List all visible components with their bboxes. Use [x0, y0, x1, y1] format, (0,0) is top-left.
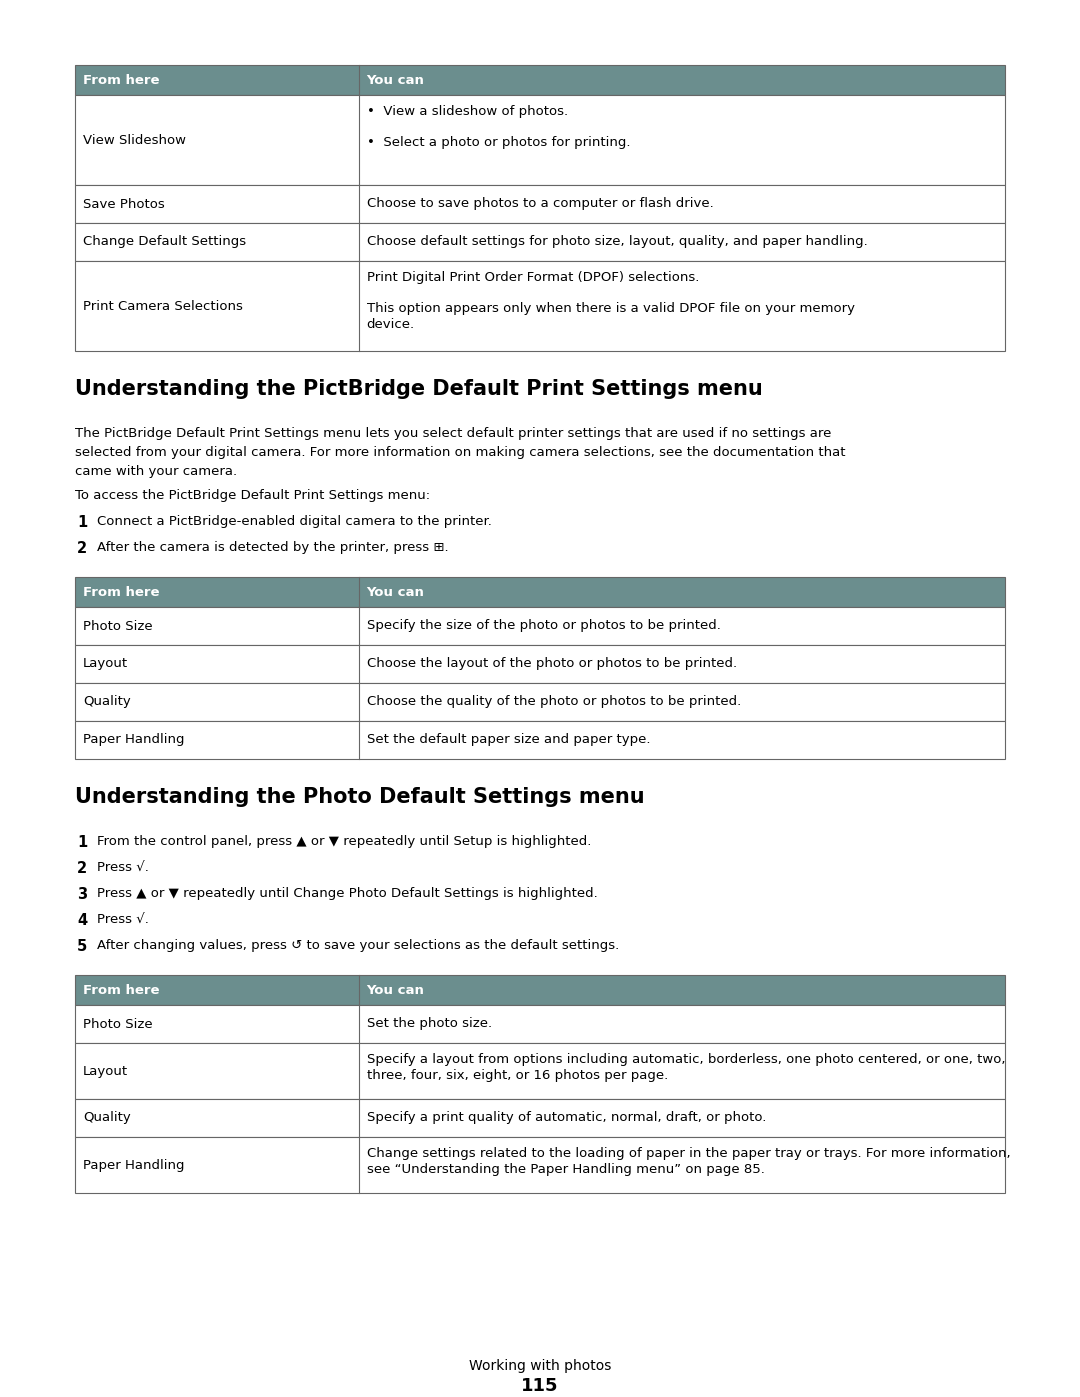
Text: Change settings related to the loading of paper in the paper tray or trays. For : Change settings related to the loading o… — [366, 1147, 1010, 1160]
Text: Choose default settings for photo size, layout, quality, and paper handling.: Choose default settings for photo size, … — [366, 236, 867, 249]
Text: Choose to save photos to a computer or flash drive.: Choose to save photos to a computer or f… — [366, 197, 714, 211]
Bar — [75, 224, 1005, 261]
Text: Choose the layout of the photo or photos to be printed.: Choose the layout of the photo or photos… — [366, 658, 737, 671]
Bar — [75, 1004, 1005, 1044]
Bar — [75, 66, 1005, 95]
Text: 115: 115 — [522, 1377, 558, 1396]
Text: Specify the size of the photo or photos to be printed.: Specify the size of the photo or photos … — [366, 619, 720, 633]
Text: Choose the quality of the photo or photos to be printed.: Choose the quality of the photo or photo… — [366, 696, 741, 708]
Text: Specify a print quality of automatic, normal, draft, or photo.: Specify a print quality of automatic, no… — [366, 1112, 766, 1125]
Text: 4: 4 — [77, 914, 87, 928]
Bar — [75, 1044, 1005, 1099]
Text: device.: device. — [366, 317, 415, 331]
Text: •  Select a photo or photos for printing.: • Select a photo or photos for printing. — [366, 136, 630, 149]
Text: 5: 5 — [77, 939, 87, 954]
Text: Set the default paper size and paper type.: Set the default paper size and paper typ… — [366, 733, 650, 746]
Text: Specify a layout from options including automatic, borderless, one photo centere: Specify a layout from options including … — [366, 1053, 1005, 1066]
Text: Quality: Quality — [83, 1112, 131, 1125]
Text: Layout: Layout — [83, 1065, 129, 1077]
Text: Paper Handling: Paper Handling — [83, 1158, 185, 1172]
Text: Layout: Layout — [83, 658, 129, 671]
Text: 2: 2 — [77, 861, 87, 876]
Text: 1: 1 — [77, 515, 87, 529]
Text: From the control panel, press ▲ or ▼ repeatedly until Setup is highlighted.: From the control panel, press ▲ or ▼ rep… — [97, 835, 592, 848]
Text: The PictBridge Default Print Settings menu lets you select default printer setti: The PictBridge Default Print Settings me… — [75, 427, 846, 478]
Text: From here: From here — [83, 585, 160, 598]
Text: To access the PictBridge Default Print Settings menu:: To access the PictBridge Default Print S… — [75, 489, 430, 502]
Text: You can: You can — [366, 74, 424, 87]
Bar — [75, 1137, 1005, 1193]
Text: Set the photo size.: Set the photo size. — [366, 1017, 491, 1031]
Text: From here: From here — [83, 74, 160, 87]
Text: three, four, six, eight, or 16 photos per page.: three, four, six, eight, or 16 photos pe… — [366, 1069, 667, 1081]
Text: Photo Size: Photo Size — [83, 619, 152, 633]
Text: After changing values, press ↺ to save your selections as the default settings.: After changing values, press ↺ to save y… — [97, 939, 619, 951]
Text: After the camera is detected by the printer, press ⊞.: After the camera is detected by the prin… — [97, 541, 448, 555]
Text: You can: You can — [366, 585, 424, 598]
Text: From here: From here — [83, 983, 160, 996]
Text: Print Digital Print Order Format (DPOF) selections.: Print Digital Print Order Format (DPOF) … — [366, 271, 699, 284]
Text: This option appears only when there is a valid DPOF file on your memory: This option appears only when there is a… — [366, 302, 854, 314]
Bar — [75, 261, 1005, 351]
Bar — [75, 1099, 1005, 1137]
Bar — [75, 975, 1005, 1004]
Bar — [75, 721, 1005, 759]
Text: Press √.: Press √. — [97, 914, 149, 926]
Text: Connect a PictBridge-enabled digital camera to the printer.: Connect a PictBridge-enabled digital cam… — [97, 515, 491, 528]
Bar — [75, 95, 1005, 184]
Text: Change Default Settings: Change Default Settings — [83, 236, 246, 249]
Bar — [75, 184, 1005, 224]
Text: Understanding the PictBridge Default Print Settings menu: Understanding the PictBridge Default Pri… — [75, 379, 762, 400]
Text: 3: 3 — [77, 887, 87, 902]
Text: Photo Size: Photo Size — [83, 1017, 152, 1031]
Text: Quality: Quality — [83, 696, 131, 708]
Text: 2: 2 — [77, 541, 87, 556]
Text: Print Camera Selections: Print Camera Selections — [83, 299, 243, 313]
Text: Working with photos: Working with photos — [469, 1359, 611, 1373]
Text: •  View a slideshow of photos.: • View a slideshow of photos. — [366, 105, 568, 117]
Text: You can: You can — [366, 983, 424, 996]
Text: Press √.: Press √. — [97, 861, 149, 875]
Text: see “Understanding the Paper Handling menu” on page 85.: see “Understanding the Paper Handling me… — [366, 1162, 765, 1175]
Bar — [75, 577, 1005, 608]
Text: 1: 1 — [77, 835, 87, 849]
Text: View Slideshow: View Slideshow — [83, 134, 186, 147]
Text: Save Photos: Save Photos — [83, 197, 165, 211]
Text: Press ▲ or ▼ repeatedly until Change Photo Default Settings is highlighted.: Press ▲ or ▼ repeatedly until Change Pho… — [97, 887, 597, 900]
Text: Understanding the Photo Default Settings menu: Understanding the Photo Default Settings… — [75, 787, 645, 807]
Bar — [75, 645, 1005, 683]
Bar — [75, 683, 1005, 721]
Bar — [75, 608, 1005, 645]
Text: Paper Handling: Paper Handling — [83, 733, 185, 746]
